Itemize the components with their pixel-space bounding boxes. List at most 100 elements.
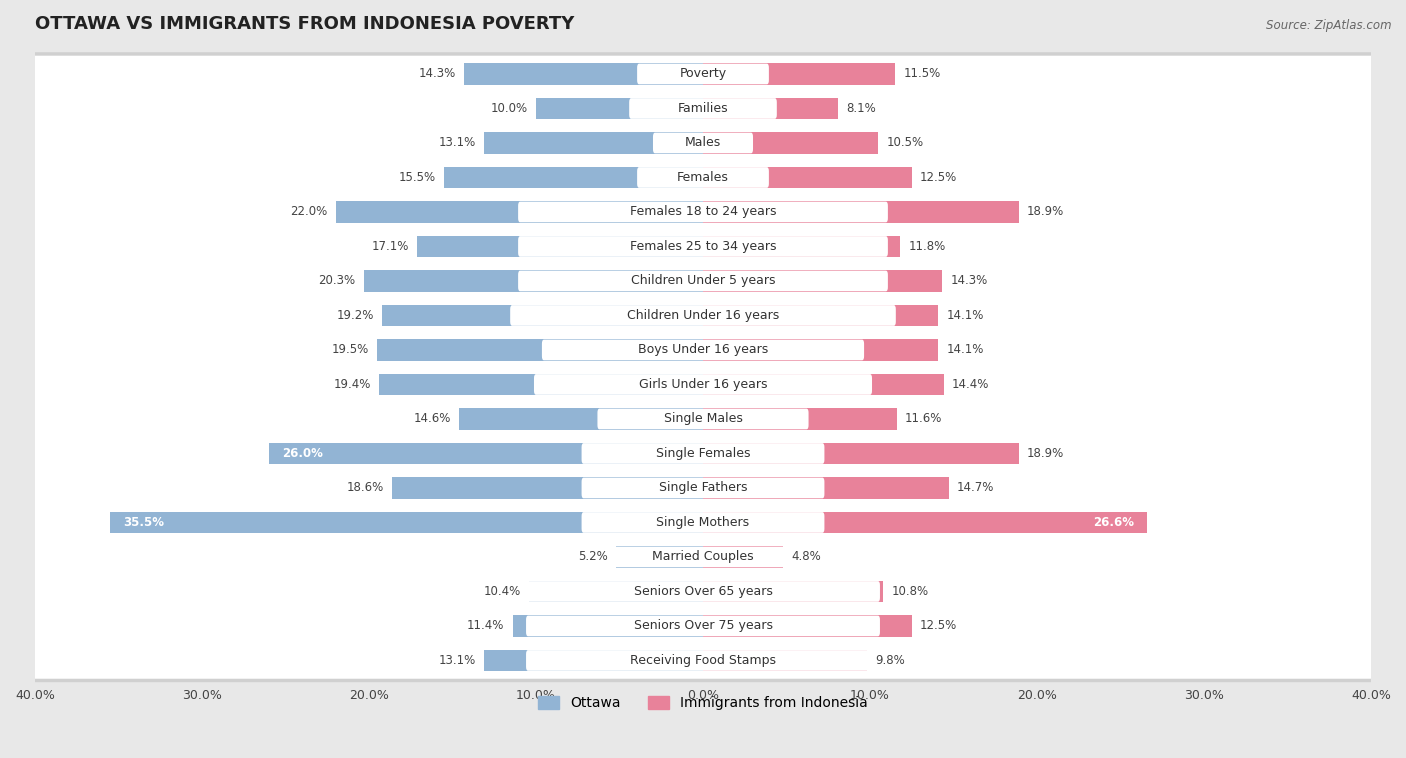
- FancyBboxPatch shape: [30, 125, 1376, 161]
- Text: 12.5%: 12.5%: [920, 171, 957, 184]
- FancyBboxPatch shape: [652, 133, 754, 153]
- Text: 18.6%: 18.6%: [347, 481, 384, 494]
- Text: Receiving Food Stamps: Receiving Food Stamps: [630, 654, 776, 667]
- FancyBboxPatch shape: [30, 90, 1376, 127]
- Bar: [269, 443, 703, 464]
- Text: 14.1%: 14.1%: [946, 343, 984, 356]
- Text: 14.3%: 14.3%: [419, 67, 456, 80]
- FancyBboxPatch shape: [30, 194, 1376, 230]
- FancyBboxPatch shape: [24, 466, 1382, 509]
- Text: Females 18 to 24 years: Females 18 to 24 years: [630, 205, 776, 218]
- Text: 19.2%: 19.2%: [336, 309, 374, 322]
- FancyBboxPatch shape: [24, 604, 1382, 647]
- FancyBboxPatch shape: [24, 259, 1382, 302]
- Bar: [703, 547, 783, 568]
- Text: 22.0%: 22.0%: [290, 205, 328, 218]
- Text: 26.6%: 26.6%: [1092, 516, 1133, 529]
- Bar: [336, 202, 703, 223]
- FancyBboxPatch shape: [30, 504, 1376, 540]
- FancyBboxPatch shape: [24, 328, 1382, 371]
- Text: 35.5%: 35.5%: [124, 516, 165, 529]
- Text: Single Males: Single Males: [664, 412, 742, 425]
- Bar: [703, 443, 1019, 464]
- Bar: [382, 305, 703, 326]
- FancyBboxPatch shape: [598, 409, 808, 429]
- FancyBboxPatch shape: [30, 401, 1376, 437]
- Text: 15.5%: 15.5%: [399, 171, 436, 184]
- Text: Females: Females: [678, 171, 728, 184]
- FancyBboxPatch shape: [24, 501, 1382, 544]
- Bar: [703, 478, 949, 499]
- FancyBboxPatch shape: [541, 340, 865, 360]
- Text: 20.3%: 20.3%: [319, 274, 356, 287]
- FancyBboxPatch shape: [30, 642, 1376, 678]
- FancyBboxPatch shape: [526, 615, 880, 636]
- Bar: [110, 512, 703, 533]
- Text: OTTAWA VS IMMIGRANTS FROM INDONESIA POVERTY: OTTAWA VS IMMIGRANTS FROM INDONESIA POVE…: [35, 15, 574, 33]
- Bar: [536, 98, 703, 119]
- FancyBboxPatch shape: [30, 470, 1376, 506]
- Legend: Ottawa, Immigrants from Indonesia: Ottawa, Immigrants from Indonesia: [533, 691, 873, 716]
- FancyBboxPatch shape: [637, 167, 769, 188]
- Bar: [703, 650, 866, 671]
- Text: Seniors Over 65 years: Seniors Over 65 years: [634, 585, 772, 598]
- FancyBboxPatch shape: [30, 539, 1376, 575]
- Bar: [703, 202, 1019, 223]
- Text: 4.8%: 4.8%: [792, 550, 821, 563]
- Text: 9.8%: 9.8%: [875, 654, 905, 667]
- Text: Females 25 to 34 years: Females 25 to 34 years: [630, 240, 776, 253]
- FancyBboxPatch shape: [24, 52, 1382, 96]
- FancyBboxPatch shape: [30, 55, 1376, 92]
- Bar: [380, 374, 703, 395]
- Bar: [484, 650, 703, 671]
- FancyBboxPatch shape: [637, 64, 769, 84]
- FancyBboxPatch shape: [30, 297, 1376, 334]
- FancyBboxPatch shape: [30, 608, 1376, 644]
- FancyBboxPatch shape: [526, 581, 880, 602]
- Text: 10.4%: 10.4%: [484, 585, 522, 598]
- Bar: [703, 409, 897, 430]
- Text: Children Under 16 years: Children Under 16 years: [627, 309, 779, 322]
- FancyBboxPatch shape: [582, 478, 824, 498]
- Text: Boys Under 16 years: Boys Under 16 years: [638, 343, 768, 356]
- Text: Single Fathers: Single Fathers: [659, 481, 747, 494]
- FancyBboxPatch shape: [526, 650, 880, 671]
- Bar: [703, 581, 883, 602]
- Bar: [703, 167, 911, 188]
- Bar: [444, 167, 703, 188]
- Bar: [464, 63, 703, 85]
- Bar: [616, 547, 703, 568]
- Bar: [392, 478, 703, 499]
- Text: 10.8%: 10.8%: [891, 585, 929, 598]
- FancyBboxPatch shape: [519, 271, 887, 291]
- FancyBboxPatch shape: [24, 639, 1382, 682]
- Bar: [377, 340, 703, 361]
- Text: 14.7%: 14.7%: [957, 481, 994, 494]
- FancyBboxPatch shape: [24, 397, 1382, 440]
- FancyBboxPatch shape: [30, 435, 1376, 471]
- FancyBboxPatch shape: [30, 228, 1376, 265]
- Bar: [703, 236, 900, 257]
- Text: 19.5%: 19.5%: [332, 343, 368, 356]
- FancyBboxPatch shape: [574, 547, 832, 567]
- Text: Single Females: Single Females: [655, 447, 751, 460]
- Text: Children Under 5 years: Children Under 5 years: [631, 274, 775, 287]
- Bar: [460, 409, 703, 430]
- Text: 11.6%: 11.6%: [905, 412, 942, 425]
- Text: Seniors Over 75 years: Seniors Over 75 years: [634, 619, 772, 632]
- Text: 18.9%: 18.9%: [1026, 447, 1064, 460]
- FancyBboxPatch shape: [519, 202, 887, 222]
- FancyBboxPatch shape: [24, 294, 1382, 337]
- Bar: [703, 305, 938, 326]
- Bar: [703, 133, 879, 154]
- FancyBboxPatch shape: [30, 263, 1376, 299]
- FancyBboxPatch shape: [534, 374, 872, 395]
- FancyBboxPatch shape: [24, 363, 1382, 406]
- FancyBboxPatch shape: [24, 190, 1382, 233]
- Text: 11.5%: 11.5%: [904, 67, 941, 80]
- Text: 17.1%: 17.1%: [371, 240, 409, 253]
- FancyBboxPatch shape: [24, 570, 1382, 613]
- FancyBboxPatch shape: [582, 512, 824, 533]
- Bar: [703, 98, 838, 119]
- FancyBboxPatch shape: [30, 332, 1376, 368]
